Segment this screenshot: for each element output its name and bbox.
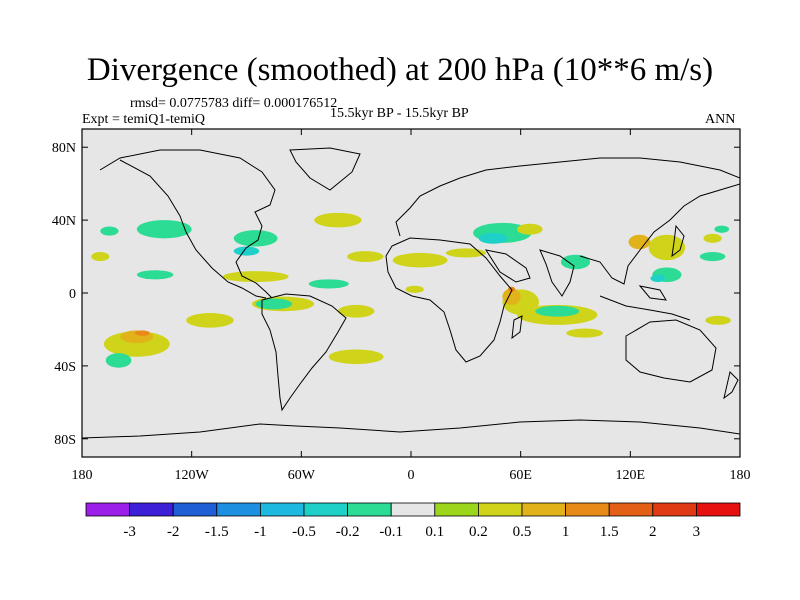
colorbar-swatch [608, 502, 654, 517]
x-tick-label: 60W [288, 468, 316, 483]
data-region-33 [650, 274, 666, 283]
colorbar-label: -1 [254, 524, 267, 540]
colorbar-swatch [85, 502, 130, 517]
x-tick-label: 180 [730, 468, 751, 483]
data-region-38 [100, 226, 119, 236]
colorbar-swatch [565, 502, 610, 517]
season-label: ANN [705, 112, 736, 127]
data-region-14 [222, 271, 289, 283]
colorbar-swatch [216, 502, 261, 517]
data-region-3 [105, 353, 132, 368]
colorbar-label: -3 [123, 524, 136, 540]
data-region-31 [628, 234, 651, 250]
data-region-17 [347, 251, 384, 263]
data-region-2 [135, 330, 150, 336]
coastlines [82, 147, 740, 439]
data-region-6 [255, 298, 293, 310]
data-region-23 [517, 223, 543, 235]
colorbar-swatch [477, 502, 523, 517]
colorbar-label: -0.1 [379, 524, 403, 540]
y-tick-label: 40S [54, 360, 76, 375]
data-region-39 [566, 328, 603, 338]
data-region-29 [560, 254, 591, 270]
data-region-11 [233, 246, 260, 256]
data-region-30 [648, 234, 686, 261]
colorbar-label: 0.1 [425, 524, 444, 540]
x-tick-label: 120W [175, 468, 210, 483]
axis-ticks: 180 120W 60W 0 60E 120E 180 80N 40N 0 40S 80S [52, 129, 751, 483]
colorbar-label: -0.5 [292, 524, 316, 540]
data-region-7 [337, 304, 375, 318]
x-tick-label: 0 [408, 468, 415, 483]
colorbar-swatch [303, 502, 348, 517]
colorbar-swatch [172, 502, 218, 517]
chart-title: Divergence (smoothed) at 200 hPa (10**6 … [86, 52, 714, 88]
data-region-35 [703, 233, 722, 243]
x-tick-label: 60E [509, 468, 532, 483]
colorbar-label: 0.5 [513, 524, 532, 540]
data-region-16 [314, 212, 362, 228]
colorbar-swatch [652, 502, 697, 517]
colorbar-swatch [390, 502, 436, 517]
colorbar-label: -1.5 [205, 524, 229, 540]
x-tick-label: 180 [72, 468, 93, 483]
colorbar-swatch [347, 502, 392, 517]
map-background [82, 129, 740, 457]
colorbar-swatch [434, 502, 479, 517]
y-tick-label: 80N [52, 141, 76, 156]
colorbar-label: -0.2 [336, 524, 360, 540]
colorbar-label: 2 [649, 524, 657, 540]
colorbar-swatch [521, 502, 566, 517]
x-tick-label: 120E [616, 468, 646, 483]
data-region-34 [699, 251, 726, 262]
y-tick-label: 0 [69, 287, 76, 302]
data-region-18 [392, 252, 448, 268]
data-region-20 [478, 232, 508, 244]
data-region-10 [233, 230, 278, 247]
colorbar-swatch [129, 502, 174, 517]
data-region-12 [91, 251, 110, 262]
colorbar-label: 0.2 [469, 524, 488, 540]
data-region-13 [136, 270, 174, 280]
colorbar-label: 3 [693, 524, 701, 540]
data-regions [91, 212, 731, 368]
data-region-36 [714, 225, 730, 233]
colorbar: -3 -2 -1.5 -1 -0.5 -0.2 -0.1 0.1 0.2 0.5 1 1.5 2 3 [85, 502, 741, 540]
y-tick-label: 80S [54, 433, 76, 448]
y-tick-label: 40N [52, 214, 76, 229]
data-region-8 [328, 349, 384, 365]
colorbar-swatch [259, 502, 305, 517]
period-label: 15.5kyr BP - 15.5kyr BP [330, 106, 469, 121]
data-region-15 [308, 279, 349, 289]
colorbar-swatch [696, 502, 741, 517]
data-region-4 [186, 313, 234, 328]
experiment-label: Expt = temiQ1-temiQ [82, 112, 205, 127]
colorbar-label: 1 [562, 524, 570, 540]
stats-label: rmsd= 0.0775783 diff= 0.000176512 [130, 96, 338, 111]
data-region-0 [103, 331, 170, 357]
data-region-22 [405, 285, 424, 293]
colorbar-label: -2 [167, 524, 180, 540]
data-region-21 [445, 248, 486, 258]
data-region-37 [705, 315, 731, 325]
data-region-28 [535, 305, 580, 317]
data-region-9 [136, 220, 192, 239]
colorbar-label: 1.5 [600, 524, 619, 540]
